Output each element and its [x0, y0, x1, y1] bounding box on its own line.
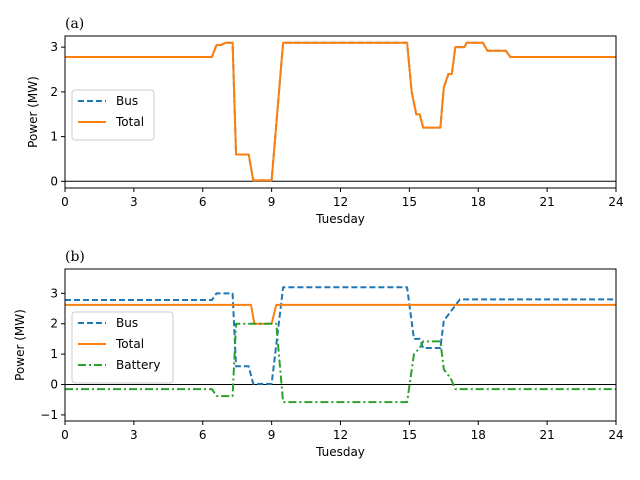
x-axis-label: Tuesday — [315, 212, 365, 226]
series-line-total — [65, 41, 616, 182]
series-line-battery — [65, 322, 616, 404]
y-tick-label: 3 — [50, 286, 58, 300]
x-tick-label: 24 — [608, 195, 623, 209]
x-tick-label: 24 — [608, 428, 623, 442]
series-line-total — [65, 303, 616, 325]
x-tick-label: 0 — [61, 195, 69, 209]
x-tick-label: 15 — [402, 428, 417, 442]
legend-label-total: Total — [115, 115, 144, 129]
legend-box — [71, 89, 155, 141]
x-tick-label: 21 — [539, 195, 554, 209]
series-group — [65, 41, 616, 182]
y-tick-label: 3 — [50, 40, 58, 54]
x-tick-label: 18 — [471, 195, 486, 209]
legend-label-total: Total — [115, 337, 144, 351]
x-tick-label: 9 — [268, 428, 276, 442]
x-tick-label: 3 — [130, 428, 138, 442]
panel-label: (a) — [65, 16, 84, 32]
x-tick-label: 3 — [130, 195, 138, 209]
y-axis-label: Power (MW) — [13, 309, 27, 381]
x-tick-label: 15 — [402, 195, 417, 209]
y-tick-label: 1 — [50, 347, 58, 361]
y-axis-label: Power (MW) — [26, 76, 40, 148]
y-tick-label: 1 — [50, 130, 58, 144]
legend-label-bus: Bus — [116, 94, 138, 108]
x-tick-label: 6 — [199, 428, 207, 442]
legend-label-bus: Bus — [116, 316, 138, 330]
y-tick-label: 0 — [50, 378, 58, 392]
panel-label: (b) — [65, 249, 85, 265]
x-tick-label: 12 — [333, 428, 348, 442]
x-tick-label: 6 — [199, 195, 207, 209]
x-tick-label: 9 — [268, 195, 276, 209]
x-tick-label: 18 — [471, 428, 486, 442]
x-tick-label: 21 — [539, 428, 554, 442]
series-group — [65, 286, 616, 404]
y-tick-label: 0 — [50, 174, 58, 188]
x-axis-label: Tuesday — [315, 445, 365, 459]
y-tick-label: 2 — [50, 85, 58, 99]
y-tick-label: −1 — [40, 408, 58, 422]
legend-label-battery: Battery — [116, 358, 160, 372]
y-tick-label: 2 — [50, 317, 58, 331]
x-tick-label: 0 — [61, 428, 69, 442]
x-tick-label: 12 — [333, 195, 348, 209]
series-line-bus — [65, 286, 616, 385]
